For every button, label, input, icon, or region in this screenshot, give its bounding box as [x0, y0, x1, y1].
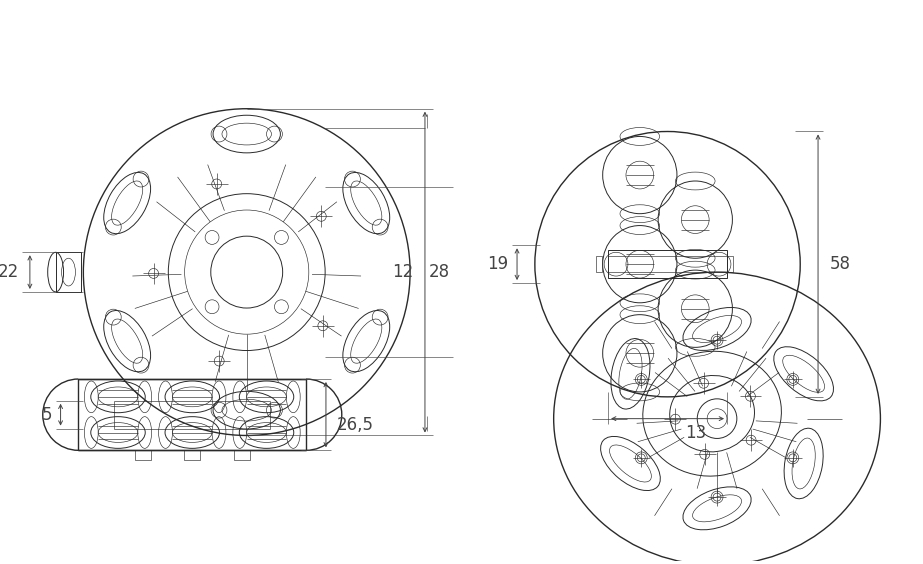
- Text: 13: 13: [685, 424, 706, 442]
- Bar: [78, 379, 306, 450]
- Bar: [727, 256, 733, 272]
- Bar: [596, 256, 602, 272]
- Bar: [234, 450, 250, 460]
- Text: 28: 28: [429, 263, 450, 281]
- Text: 26,5: 26,5: [337, 416, 374, 434]
- Bar: [55, 252, 81, 292]
- Text: 22: 22: [0, 263, 18, 281]
- Bar: [135, 450, 150, 460]
- Text: 5: 5: [42, 406, 52, 424]
- Bar: [608, 250, 727, 278]
- Text: 12: 12: [392, 263, 414, 281]
- Text: 58: 58: [830, 255, 850, 273]
- Text: 19: 19: [486, 255, 508, 273]
- Bar: [185, 450, 200, 460]
